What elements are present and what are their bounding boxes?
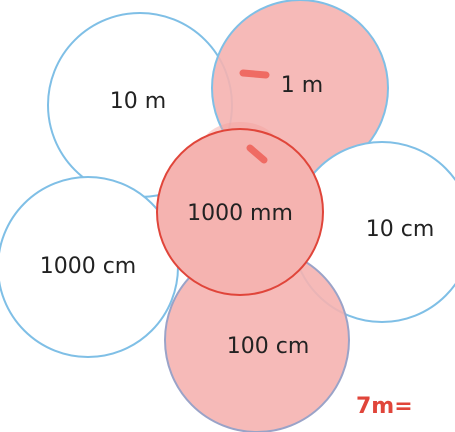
pen-mark [246,144,268,164]
circle-10-cm-label: 10 cm [366,217,435,242]
handwritten-note: 7m= [356,394,413,419]
pen-mark [239,69,270,79]
circle-10-m-label: 10 m [110,89,166,114]
circle-1000-mm-label: 1000 mm [187,201,293,226]
circle-1000-mm[interactable]: 1000 mm [156,128,324,296]
circle-100-cm[interactable]: 100 cm [164,247,350,432]
circle-1000-cm[interactable]: 1000 cm [0,176,179,358]
circle-1000-cm-label: 1000 cm [40,254,137,279]
circle-1-m-label: 1 m [281,73,323,98]
circle-100-cm-label: 100 cm [227,334,310,359]
